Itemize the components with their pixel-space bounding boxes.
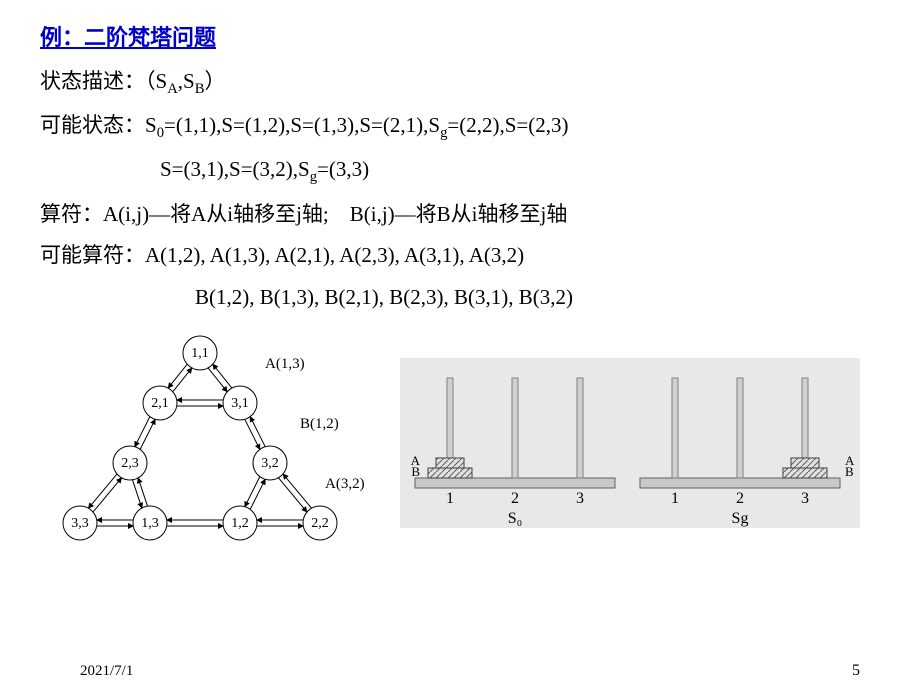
svg-text:1,2: 1,2 — [231, 516, 249, 531]
footer-page-number: 5 — [852, 662, 860, 680]
svg-text:B: B — [411, 464, 420, 479]
state-graph-figure: 1,1 2,1 3,1 2,3 3,2 3,3 1,3 1,2 2,2 A(1,3) B(1,2) A… — [40, 328, 370, 548]
svg-text:1,3: 1,3 — [141, 516, 159, 531]
svg-text:2,1: 2,1 — [151, 396, 169, 411]
svg-text:1: 1 — [446, 490, 454, 507]
svg-text:S₀: S₀ — [508, 510, 522, 527]
footer-date: 2021/7/1 — [80, 663, 133, 680]
svg-text:2,2: 2,2 — [311, 516, 329, 531]
svg-text:3,1: 3,1 — [231, 396, 249, 411]
svg-text:3: 3 — [576, 490, 584, 507]
hanoi-tower-figure: 123123ABABS₀Sg — [400, 358, 860, 528]
operator-desc-line: 算符：A(i,j)—将A从i轴移至j轴; B(i,j)—将B从i轴移至j轴 — [40, 199, 880, 231]
svg-text:1,1: 1,1 — [191, 346, 209, 361]
possible-ops-line1: 可能算符：A(1,2), A(1,3), A(2,1), A(2,3), A(3… — [40, 240, 880, 272]
svg-text:3,3: 3,3 — [71, 516, 89, 531]
svg-text:B: B — [845, 464, 854, 479]
svg-text:2: 2 — [511, 490, 519, 507]
state-desc-line: 状态描述：（SA,SB） — [40, 66, 880, 100]
possible-states-line2: S=(3,1),S=(3,2),Sg=(3,3) — [160, 154, 880, 188]
svg-text:3,2: 3,2 — [261, 456, 279, 471]
svg-text:1: 1 — [671, 490, 679, 507]
svg-text:B(1,2): B(1,2) — [300, 416, 339, 432]
svg-text:2: 2 — [736, 490, 744, 507]
svg-text:A(3,2): A(3,2) — [325, 476, 365, 492]
svg-text:2,3: 2,3 — [121, 456, 139, 471]
svg-text:A(1,3): A(1,3) — [265, 356, 305, 372]
svg-text:Sg: Sg — [732, 510, 749, 527]
svg-text:3: 3 — [801, 490, 809, 507]
possible-states-line1: 可能状态：S0=(1,1),S=(1,2),S=(1,3),S=(2,1),Sg… — [40, 110, 880, 144]
possible-ops-line2: B(1,2), B(1,3), B(2,1), B(2,3), B(3,1), … — [195, 282, 880, 314]
example-title: 例：二阶梵塔问题 — [40, 20, 880, 52]
